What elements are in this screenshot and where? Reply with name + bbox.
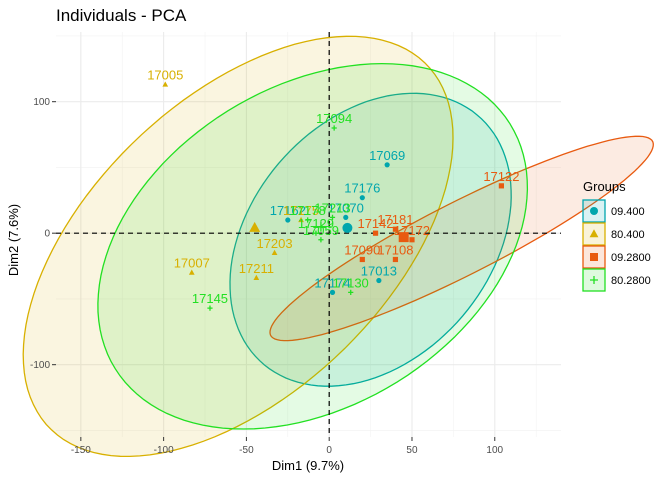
point-label: 17213 <box>314 200 350 215</box>
y-tick-label: 100 <box>33 97 50 108</box>
legend-marker <box>590 253 598 261</box>
data-points: 17069 17176 17162 17070 17013 17174 17005 17203… <box>147 68 519 311</box>
y-tick-label: -100 <box>30 360 50 371</box>
ellipse-80.2800 <box>97 62 529 430</box>
point-17142 <box>372 230 379 236</box>
point-17145 <box>207 305 213 311</box>
point-label: 17178 <box>290 203 326 218</box>
plot-panel <box>56 32 561 437</box>
point-17175 <box>298 216 304 223</box>
point-17070 <box>343 214 349 221</box>
point-17130 <box>348 289 354 295</box>
point-label: 17007 <box>174 256 210 271</box>
point-17174 <box>329 289 336 295</box>
legend-label: 80.400 <box>611 229 645 241</box>
x-tick-label: -150 <box>71 445 91 456</box>
point-17162 <box>285 217 291 223</box>
point-label: 17130 <box>333 275 369 290</box>
point-label: 17094 <box>316 111 352 126</box>
x-tick-label: 50 <box>406 445 418 456</box>
point-label: 17122 <box>483 169 519 184</box>
y-tick-label: 0 <box>44 229 50 240</box>
x-tick-label: 0 <box>326 445 332 456</box>
axis-ticks: -150 -100 -50 0 50 100 -100 0 100 <box>30 97 504 456</box>
centroid-09.2800 <box>398 232 409 243</box>
point-17211 <box>253 274 260 280</box>
point-17094 <box>331 125 337 131</box>
point-label: 17211 <box>239 261 274 276</box>
legend-title: Groups <box>583 179 626 194</box>
point-label: 17090 <box>344 242 380 257</box>
point-label: 17181 <box>377 212 413 227</box>
ellipse-09.400 <box>229 92 512 387</box>
point-17203 <box>271 249 278 255</box>
x-axis-label: Dim1 (9.7%) <box>272 458 344 473</box>
point-17108 <box>392 256 399 263</box>
legend-label: 09.2800 <box>611 252 651 264</box>
centroid-80.2800 <box>315 221 326 232</box>
x-tick-label: -100 <box>154 445 174 456</box>
point-17172 <box>409 237 415 243</box>
point-17178 <box>305 217 311 223</box>
x-tick-label: -50 <box>239 445 254 456</box>
point-17176 <box>359 195 365 201</box>
x-tick-label: 100 <box>486 445 503 456</box>
point-label: 17162 <box>270 203 306 218</box>
centroid-09.400 <box>342 222 353 233</box>
point-17069 <box>384 162 390 168</box>
centroid-80.400 <box>249 221 261 232</box>
point-label: 17069 <box>369 148 405 163</box>
point-17122 <box>498 183 504 189</box>
legend: Groups 09.400 80.400 09.2800 80.2800 <box>582 179 651 292</box>
point-17129 <box>313 230 319 236</box>
point-label: 17129 <box>298 216 334 231</box>
legend-marker <box>590 207 598 215</box>
legend-label: 09.400 <box>611 206 645 218</box>
legend-label: 80.2800 <box>611 275 651 287</box>
chart-title: Individuals - PCA <box>56 6 187 25</box>
plot-background <box>56 32 561 437</box>
point-label: 17142 <box>357 216 393 231</box>
zero-lines <box>56 32 561 437</box>
point-17090 <box>359 256 365 263</box>
point-label: 17108 <box>377 242 413 257</box>
point-17005 <box>162 81 169 87</box>
point-17059 <box>318 237 324 243</box>
point-label: 17005 <box>147 68 183 83</box>
legend-marker <box>590 276 598 284</box>
point-17013 <box>376 277 382 284</box>
point-label: 17070 <box>328 200 364 215</box>
group-ellipses <box>22 35 654 458</box>
legend-marker <box>589 229 599 238</box>
ellipse-09.2800 <box>269 135 654 342</box>
point-label: 17175 <box>283 203 319 218</box>
point-label: 17174 <box>314 275 350 290</box>
point-label: 17176 <box>344 181 380 196</box>
point-label: 17145 <box>192 291 228 306</box>
point-17181 <box>392 226 399 232</box>
point-17213 <box>329 214 336 221</box>
y-axis-label: Dim2 (7.6%) <box>6 204 21 276</box>
point-label: 17013 <box>361 264 397 279</box>
point-label: 17203 <box>256 236 292 251</box>
point-17007 <box>188 269 195 275</box>
